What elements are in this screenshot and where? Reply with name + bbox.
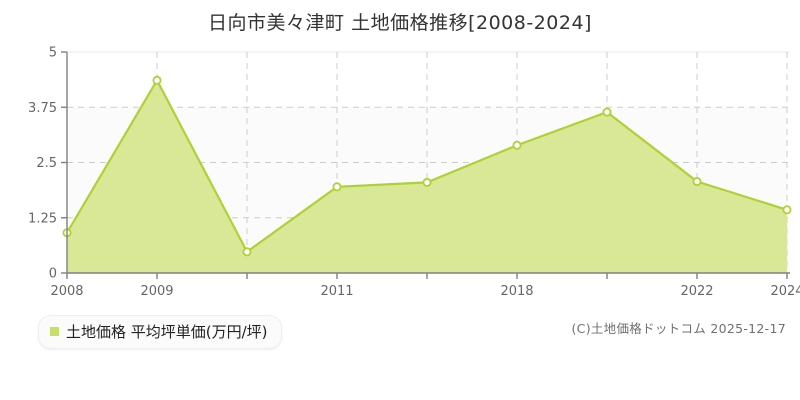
svg-text:2009: 2009 (140, 284, 173, 299)
y-axis-ticks (61, 51, 67, 274)
svg-text:2011: 2011 (320, 284, 353, 299)
series-markers (62, 75, 792, 257)
svg-text:3.75: 3.75 (28, 101, 57, 116)
svg-text:2008: 2008 (50, 284, 83, 299)
legend-label: 土地価格 平均坪単価(万円/坪) (66, 323, 268, 341)
svg-text:0: 0 (49, 267, 57, 282)
series-area-fill (67, 80, 787, 274)
legend[interactable]: 土地価格 平均坪単価(万円/坪) (38, 315, 282, 349)
svg-text:2018: 2018 (500, 284, 533, 299)
legend-swatch-icon (50, 327, 59, 336)
copyright-credit: (C)土地価格ドットコム 2025-12-17 (571, 321, 786, 336)
svg-text:5: 5 (49, 46, 57, 61)
x-axis-tick-labels: 2008 2009 2011 2018 2022 2024 (50, 284, 800, 299)
svg-text:1.25: 1.25 (28, 211, 57, 226)
y-axis-tick-labels: 0 1.25 2.5 3.75 5 (28, 46, 57, 282)
svg-text:2.5: 2.5 (36, 156, 57, 171)
x-axis-ticks (66, 273, 788, 279)
page-title: 日向市美々津町 土地価格推移[2008-2024] (208, 12, 592, 34)
svg-text:2024: 2024 (770, 284, 800, 299)
horizontal-gridlines (67, 51, 790, 219)
svg-text:2022: 2022 (680, 284, 713, 299)
